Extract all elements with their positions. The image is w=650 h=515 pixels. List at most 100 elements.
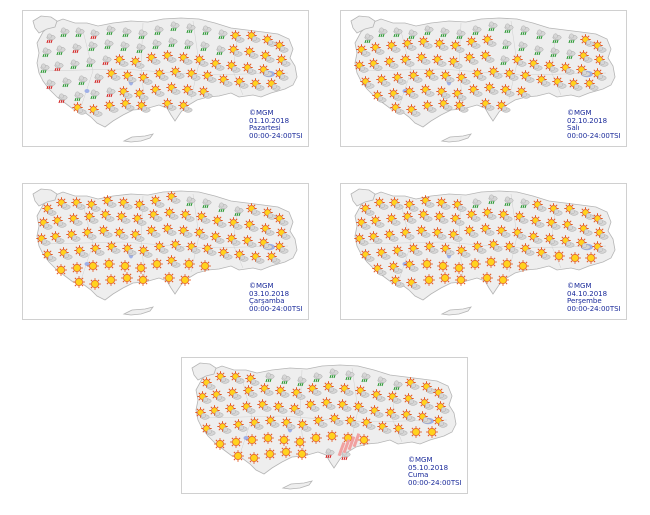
partly-sunny-icon — [162, 50, 177, 63]
rain-icon — [456, 29, 466, 40]
rain-icon — [520, 198, 530, 209]
rain-icon — [393, 27, 403, 38]
partly-sunny-icon — [337, 399, 352, 412]
sun-icon — [501, 258, 513, 270]
partly-sunny-icon — [244, 219, 259, 232]
partly-sunny-icon — [166, 82, 181, 95]
partly-sunny-icon — [372, 90, 387, 103]
sun-icon — [569, 252, 581, 264]
lake-egirdir — [84, 262, 90, 266]
rain-icon — [566, 49, 576, 60]
partly-sunny-icon — [154, 241, 169, 254]
rain-icon — [408, 29, 418, 40]
sun-icon — [179, 274, 191, 286]
partly-sunny-icon — [226, 60, 241, 73]
partly-sunny-icon — [466, 209, 481, 222]
partly-sunny-icon — [353, 401, 368, 414]
thrace-land — [350, 15, 376, 34]
partly-sunny-icon — [387, 391, 402, 404]
partly-sunny-icon — [274, 241, 289, 254]
partly-sunny-icon — [266, 251, 281, 264]
partly-sunny-icon — [138, 72, 153, 85]
rain-icon — [265, 372, 275, 383]
forecast-weekday: Salı — [567, 124, 580, 133]
partly-sunny-icon — [434, 38, 449, 51]
partly-sunny-icon — [276, 54, 291, 67]
partly-sunny-icon — [82, 227, 97, 240]
partly-sunny-icon — [138, 245, 153, 258]
partly-sunny-icon — [233, 419, 248, 432]
sun-icon — [278, 434, 290, 446]
partly-sunny-icon — [180, 209, 195, 222]
partly-sunny-icon — [202, 70, 217, 83]
rain-icon — [281, 374, 291, 385]
rain-icon — [40, 63, 50, 74]
rain-icon — [440, 27, 450, 38]
partly-sunny-icon — [162, 223, 177, 236]
partly-sunny-icon — [242, 62, 257, 75]
partly-sunny-icon — [225, 403, 240, 416]
rain-icon — [72, 43, 82, 54]
sun-icon — [151, 258, 163, 270]
partly-sunny-icon — [102, 195, 117, 208]
partly-sunny-icon — [71, 197, 86, 210]
partly-sunny-icon — [166, 255, 181, 268]
partly-sunny-icon — [130, 229, 145, 242]
rain-icon — [345, 370, 355, 381]
forecast-time-range: 00:00-24:00TSI — [567, 304, 621, 313]
cyprus-land — [440, 306, 472, 316]
partly-sunny-icon — [488, 239, 503, 252]
partly-sunny-icon — [404, 199, 419, 212]
partly-sunny-icon — [408, 243, 423, 256]
rain-icon — [488, 194, 498, 205]
partly-sunny-icon — [528, 58, 543, 71]
partly-sunny-icon — [297, 419, 312, 432]
partly-sunny-icon — [258, 64, 273, 77]
partly-sunny-icon — [211, 389, 226, 402]
partly-sunny-icon — [432, 54, 447, 67]
partly-sunny-icon — [418, 209, 433, 222]
partly-sunny-icon — [307, 383, 322, 396]
lake-egirdir — [243, 436, 249, 440]
partly-sunny-icon — [404, 259, 419, 272]
partly-sunny-icon — [419, 397, 434, 410]
rain-icon — [122, 27, 132, 38]
forecast-map-day-5: ©MGM 05.10.2018 Cuma 00:00-24:00TSI — [181, 357, 468, 494]
partly-sunny-icon — [546, 217, 561, 230]
partly-sunny-icon — [512, 54, 527, 67]
partly-sunny-icon — [194, 54, 209, 67]
sun-icon — [453, 262, 465, 274]
thrace-land — [350, 188, 376, 207]
cyprus-land — [122, 306, 154, 316]
partly-sunny-icon — [242, 235, 257, 248]
partly-sunny-icon — [482, 207, 497, 220]
rain-icon — [377, 376, 387, 387]
rain-icon — [500, 55, 510, 66]
partly-sunny-icon — [592, 40, 607, 53]
rain-icon — [424, 25, 434, 36]
partly-sunny-icon — [275, 385, 290, 398]
partly-sunny-icon — [584, 78, 599, 91]
rain-icon — [74, 91, 84, 102]
partly-sunny-icon — [356, 44, 371, 57]
partly-sunny-icon — [260, 223, 275, 236]
rain-icon — [534, 45, 544, 56]
lake-egirdir — [84, 89, 90, 93]
source-label: ©MGM — [249, 109, 274, 117]
rain-icon — [152, 39, 162, 50]
rain-icon — [78, 75, 88, 86]
partly-sunny-icon — [210, 58, 225, 71]
partly-sunny-icon — [52, 215, 67, 228]
partly-sunny-icon — [468, 84, 483, 97]
rain-icon — [378, 27, 388, 38]
partly-sunny-icon — [122, 70, 137, 83]
partly-sunny-icon — [134, 199, 149, 212]
province-border — [201, 415, 448, 423]
map-caption: ©MGM 05.10.2018 Cuma 00:00-24:00TSI — [408, 456, 462, 487]
sun-icon — [214, 438, 226, 450]
partly-sunny-icon — [154, 68, 169, 81]
partly-sunny-icon — [72, 102, 87, 115]
partly-sunny-icon — [164, 207, 179, 220]
forecast-weekday: Çarşamba — [249, 297, 285, 306]
sun-icon — [497, 274, 509, 286]
